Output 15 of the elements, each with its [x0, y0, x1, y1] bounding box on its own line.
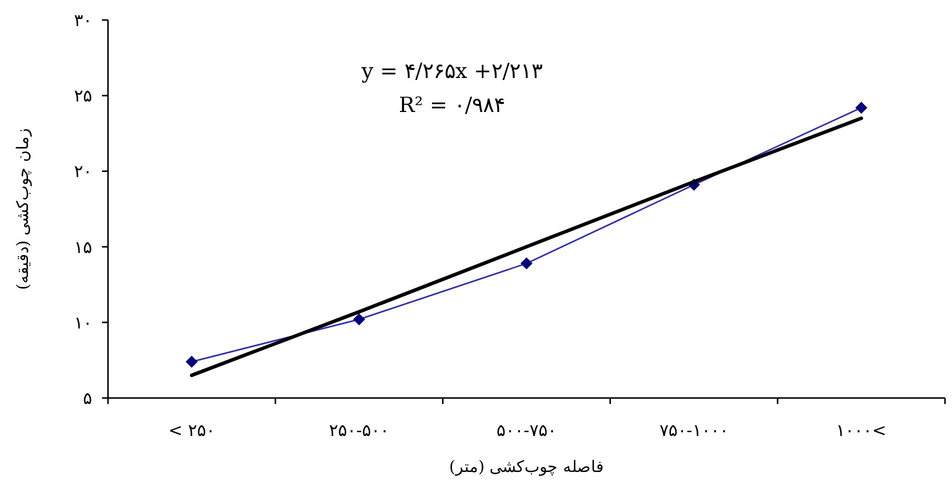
x-tick-label: ۲۵۰-۵۰۰ — [329, 421, 389, 441]
annotation: R² = ۰/۹۸۴ — [398, 93, 506, 117]
x-tick-label: ۱۰۰۰< — [836, 421, 886, 441]
y-tick-label: ۳۰ — [74, 11, 92, 31]
y-tick-label: ۲۰ — [74, 162, 92, 182]
x-tick-label: < ۲۵۰ — [168, 421, 216, 441]
y-tick-label: ۲۵ — [74, 86, 92, 107]
x-tick-label: ۷۵۰-۱۰۰۰ — [660, 421, 728, 441]
y-axis-title: زمان چوب‌کشی (دقیقه) — [13, 128, 32, 290]
y-tick-label: ۵ — [83, 389, 92, 409]
y-tick-label: ۱۰ — [74, 313, 92, 334]
annotation: y = ۴/۲۶۵x +۲/۲۱۳ — [360, 59, 543, 83]
x-axis-title: فاصله چوب‌کشی (متر) — [449, 457, 604, 476]
x-tick-label: ۵۰۰-۷۵۰ — [496, 421, 556, 441]
y-tick-label: ۱۵ — [74, 238, 92, 258]
